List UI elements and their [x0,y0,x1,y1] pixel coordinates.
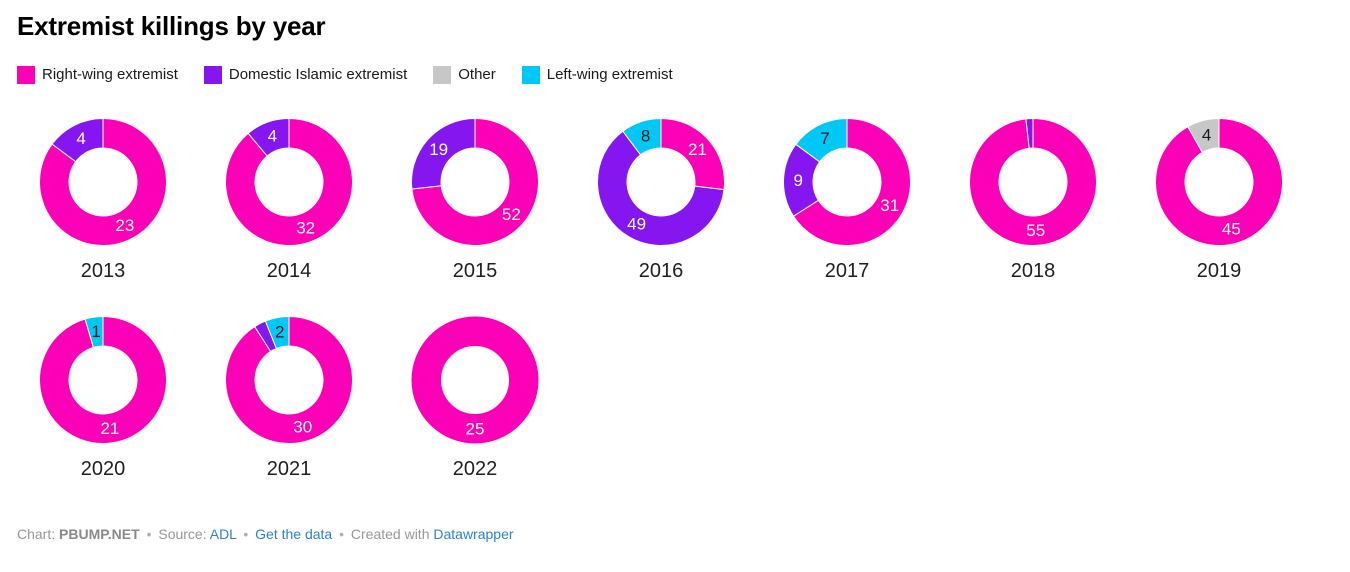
donut-2016: 21 49 8 [597,117,725,246]
donut-segment-right-wing-extremist [792,117,911,246]
donut-chart-row: 21 1 2020 30 2 2021 25 2022 [0,315,1350,480]
year-label: 2021 [266,457,312,480]
legend-label: Left-wing extremist [546,66,673,84]
donut-segment-right-wing-extremist [225,117,353,246]
donut-2013: 23 4 [39,117,167,246]
source-link[interactable]: ADL [209,525,237,542]
donut-2018: 55 [969,117,1097,246]
donut-segment-left-wing-extremist [795,117,848,163]
donut-segment-left-wing-extremist [264,315,290,349]
donut-chart-row: 23 4 2013 32 4 2014 52 19 2015 21 49 8 2016 31 9 7 2017 5… [0,117,1350,282]
donut-chart-2016: 21 49 8 2016 [568,117,754,282]
legend-item-left-wing-extremist: Left-wing extremist [521,65,673,84]
donut-segment-left-wing-extremist [84,315,104,348]
donut-chart-2015: 52 19 2015 [382,117,568,282]
donut-segment-other [1187,117,1220,153]
created-with-label: Created with [350,525,430,542]
legend-swatch-left-wing-extremist [521,65,540,84]
legend-label: Right-wing extremist [42,66,178,84]
footer-separator: • [339,525,344,542]
donut-chart-2013: 23 4 2013 [10,117,196,282]
legend-swatch-right-wing-extremist [17,65,35,84]
donut-segment-domestic-islamic-extremist [247,117,290,157]
year-label: 2020 [80,457,126,480]
source-label: Source: [158,525,207,542]
donut-2017: 31 9 7 [783,117,911,246]
legend-label: Domestic Islamic extremist [228,66,408,84]
segment-value-label: 30 [293,417,312,436]
segment-value-label: 31 [880,196,899,215]
chart-page: Extremist killings by year Right-wing ex… [0,11,1350,542]
segment-value-label: 23 [115,216,134,235]
year-label: 2013 [80,259,126,282]
donut-segment-right-wing-extremist [39,117,167,246]
segment-value-label: 55 [1026,221,1045,240]
get-the-data-link[interactable]: Get the data [255,525,333,542]
footer-separator: • [243,525,249,542]
attribution-footer: Chart: PBUMP.NET • Source: ADL • Get the… [0,526,1350,542]
legend-swatch-other [433,65,452,84]
year-label: 2018 [1010,259,1056,282]
donut-chart-2021: 30 2 2021 [196,315,382,480]
donut-2020: 21 1 [39,315,167,444]
segment-value-label: 7 [820,129,829,148]
chart-author: PBUMP.NET [59,525,140,542]
donut-segment-left-wing-extremist [622,117,662,156]
segment-value-label: 8 [641,126,650,145]
segment-value-label: 52 [502,205,521,224]
year-label: 2014 [266,259,312,282]
donut-segment-domestic-islamic-extremist [597,130,725,246]
segment-value-label: 49 [627,215,646,234]
segment-value-label: 4 [76,129,85,148]
donut-segment-right-wing-extremist [225,315,353,444]
segment-value-label: 19 [429,140,448,159]
chart-credit-label: Chart: [17,525,56,542]
legend-label: Other [458,66,496,84]
year-label: 2015 [452,259,498,282]
segment-value-label: 4 [268,127,277,146]
donut-charts-area: 23 4 2013 32 4 2014 52 19 2015 21 49 8 2016 31 9 7 2017 5… [0,117,1350,480]
legend-item-domestic-islamic-extremist: Domestic Islamic extremist [203,65,408,84]
page-title: Extremist killings by year [17,11,326,41]
segment-value-label: 9 [794,171,803,190]
legend-swatch-domestic-islamic-extremist [203,65,222,84]
donut-segment-domestic-islamic-extremist [51,117,104,163]
segment-value-label: 25 [466,419,485,438]
donut-segment-right-wing-extremist [969,117,1097,246]
footer-separator: • [146,525,152,542]
year-label: 2022 [452,457,498,480]
donut-2019: 45 4 [1155,117,1283,246]
year-label: 2016 [638,259,684,282]
year-label: 2017 [824,259,870,282]
datawrapper-link[interactable]: Datawrapper [433,525,514,542]
legend-item-right-wing-extremist: Right-wing extremist [17,65,178,84]
donut-chart-2014: 32 4 2014 [196,117,382,282]
donut-segment-right-wing-extremist [411,316,539,444]
segment-value-label: 45 [1222,220,1241,239]
donut-segment-right-wing-extremist [411,117,539,246]
donut-chart-2022: 25 2022 [382,316,568,480]
donut-chart-2018: 55 2018 [940,117,1126,282]
donut-segment-domestic-islamic-extremist [411,117,476,190]
segment-value-label: 32 [296,218,315,237]
legend: Right-wing extremist Domestic Islamic ext… [0,65,1350,84]
donut-segment-right-wing-extremist [660,117,725,191]
donut-segment-right-wing-extremist [39,315,167,444]
donut-2021: 30 2 [225,315,353,444]
segment-value-label: 2 [275,323,284,342]
segment-value-label: 4 [1202,125,1211,144]
segment-value-label: 21 [100,419,119,438]
legend-item-other: Other [433,65,496,84]
donut-segment-right-wing-extremist [1155,117,1283,246]
donut-2022: 25 [411,316,539,444]
segment-value-label: 21 [688,140,707,159]
donut-2015: 52 19 [411,117,539,246]
donut-chart-2020: 21 1 2020 [10,315,196,480]
donut-2014: 32 4 [225,117,353,246]
donut-chart-2017: 31 9 7 2017 [754,117,940,282]
segment-value-label: 1 [91,322,100,341]
donut-segment-domestic-islamic-extremist [1025,117,1034,149]
year-label: 2019 [1196,259,1242,282]
donut-chart-2019: 45 4 2019 [1126,117,1312,282]
